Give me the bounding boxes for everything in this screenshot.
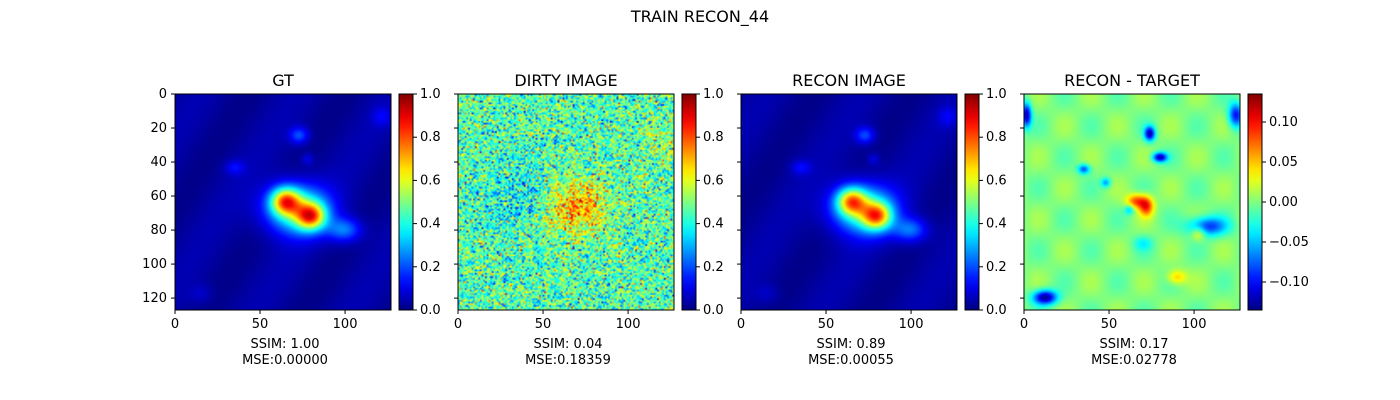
ssim-label: SSIM: 0.17 <box>1099 337 1168 352</box>
colorbar-tick-label: 0.00 <box>1269 195 1298 210</box>
x-tick-label: 100 <box>899 317 924 332</box>
axes-frame <box>457 93 675 311</box>
colorbar-tick-label: 0.6 <box>986 173 1007 188</box>
x-tick-label: 100 <box>616 317 641 332</box>
colorbar-tick-label: 0.6 <box>703 173 724 188</box>
panel-2: RECON IMAGE 0 50 100 0.0 0.2 0.4 0.6 0.8 1.0 SSIM:… <box>737 71 1007 368</box>
mse-label: MSE:0.00000 <box>242 353 328 368</box>
y-tick-label: 0 <box>159 87 167 102</box>
mse-label: MSE:0.02778 <box>1091 353 1177 368</box>
colorbar-tick-label: 1.0 <box>703 87 724 102</box>
mse-label: MSE:0.18359 <box>525 353 611 368</box>
panel-title: RECON IMAGE <box>792 71 906 90</box>
y-tick-label: 120 <box>142 291 167 306</box>
y-tick-label: 100 <box>142 257 167 272</box>
x-tick-label: 0 <box>737 317 745 332</box>
colorbar-tick-label: 0.2 <box>420 260 441 275</box>
y-tick-label: 60 <box>150 189 167 204</box>
colorbar-tick-label: −0.05 <box>1269 235 1309 250</box>
ssim-label: SSIM: 0.04 <box>533 337 602 352</box>
colorbar-tick-label: 0.8 <box>420 130 441 145</box>
panel-1: DIRTY IMAGE 0 50 100 0.0 0.2 0.4 0.6 0.8 1.0 SSIM:… <box>454 71 724 368</box>
colorbar-tick-label: 0.4 <box>703 217 724 232</box>
ssim-label: SSIM: 1.00 <box>250 337 319 352</box>
axes-frame <box>1023 93 1241 311</box>
colorbar <box>398 93 414 311</box>
x-tick-label: 0 <box>171 317 179 332</box>
colorbar-tick-label: 0.05 <box>1269 155 1298 170</box>
colorbar-tick-label: 0.0 <box>986 303 1007 318</box>
colorbar-tick-label: −0.10 <box>1269 275 1309 290</box>
colorbar-tick-label: 0.2 <box>703 260 724 275</box>
axes-frame <box>174 93 392 311</box>
x-tick-label: 50 <box>1101 317 1118 332</box>
panel-3: RECON - TARGET 0 50 100 −0.10 −0.05 0.00 0.05 0.… <box>1020 71 1309 368</box>
x-tick-label: 0 <box>454 317 462 332</box>
x-tick-label: 50 <box>535 317 552 332</box>
colorbar-tick-label: 0.0 <box>420 303 441 318</box>
panel-title: DIRTY IMAGE <box>514 71 617 90</box>
panel-title: RECON - TARGET <box>1064 71 1200 90</box>
heatmap-image <box>175 94 391 310</box>
y-tick-label: 20 <box>150 121 167 136</box>
heatmap-image <box>458 94 674 310</box>
colorbar-tick-label: 0.10 <box>1269 115 1298 130</box>
panel-0: GT 0 50 100 0 20 40 60 80 100 120 0.0 0.2 0.4 0.6 0.8 1.… <box>142 71 441 368</box>
colorbar-tick-label: 0.4 <box>420 217 441 232</box>
y-tick-label: 40 <box>150 155 167 170</box>
x-tick-label: 0 <box>1020 317 1028 332</box>
heatmap-image <box>741 94 957 310</box>
panel-title: GT <box>272 71 294 90</box>
colorbar <box>964 93 980 311</box>
colorbar-tick-label: 0.8 <box>986 130 1007 145</box>
ssim-label: SSIM: 0.89 <box>816 337 885 352</box>
colorbar-tick-label: 0.6 <box>420 173 441 188</box>
x-tick-label: 100 <box>1182 317 1207 332</box>
colorbar-tick-label: 1.0 <box>420 87 441 102</box>
heatmap-image <box>1024 94 1240 310</box>
figure-title: TRAIN RECON_44 <box>630 7 769 27</box>
colorbar <box>1247 93 1263 311</box>
colorbar-tick-label: 0.0 <box>703 303 724 318</box>
y-tick-label: 80 <box>150 223 167 238</box>
x-tick-label: 50 <box>252 317 269 332</box>
mse-label: MSE:0.00055 <box>808 353 894 368</box>
colorbar <box>681 93 697 311</box>
colorbar-tick-label: 1.0 <box>986 87 1007 102</box>
x-tick-label: 100 <box>333 317 358 332</box>
x-tick-label: 50 <box>818 317 835 332</box>
colorbar-tick-label: 0.2 <box>986 260 1007 275</box>
colorbar-tick-label: 0.8 <box>703 130 724 145</box>
colorbar-tick-label: 0.4 <box>986 217 1007 232</box>
axes-frame <box>740 93 958 311</box>
